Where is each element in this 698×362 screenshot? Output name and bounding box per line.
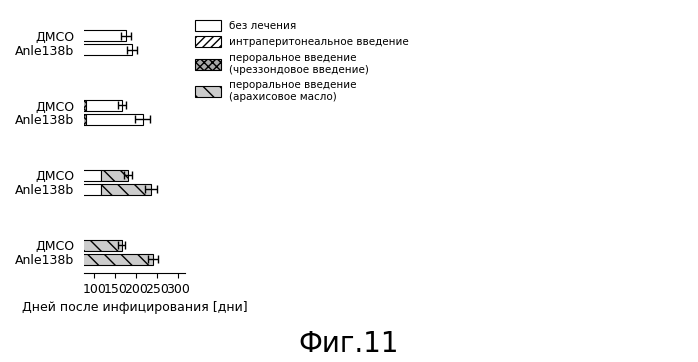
Bar (52, 240, 121, 251)
Text: Фиг.11: Фиг.11 (299, 331, 399, 358)
Bar (101, 170, 128, 181)
Bar (86, 114, 142, 125)
Bar (65, 30, 75, 41)
Bar (52, 170, 101, 181)
Bar (52, 254, 154, 265)
Bar (52, 44, 65, 55)
Bar (52, 100, 75, 111)
Legend: без лечения, интраперитонеальное введение, пероральное введение
(чреззондовое вв: без лечения, интраперитонеальное введени… (191, 16, 413, 106)
Bar (75, 114, 86, 125)
Bar (52, 30, 65, 41)
Bar (65, 44, 75, 55)
Bar (101, 184, 151, 195)
Bar (75, 100, 86, 111)
X-axis label: Дней после инфицирования [дни]: Дней после инфицирования [дни] (22, 302, 247, 315)
Bar (52, 114, 75, 125)
Bar (75, 44, 132, 55)
Bar (52, 184, 101, 195)
Bar (75, 30, 126, 41)
Bar (86, 100, 121, 111)
